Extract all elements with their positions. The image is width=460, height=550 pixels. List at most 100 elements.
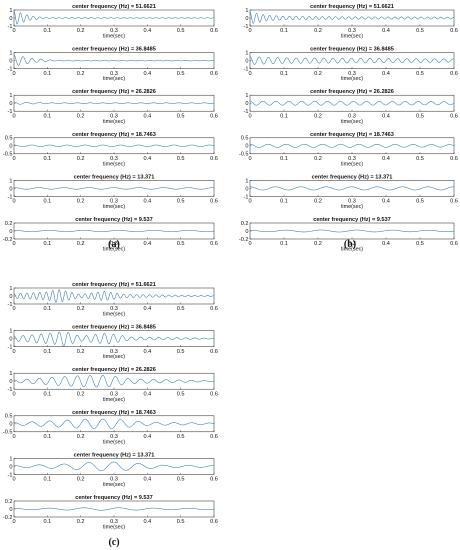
subplot-title: center frequency (Hz) = 9.537: [75, 495, 153, 501]
x-tick-label: 0.1: [43, 113, 51, 119]
x-axis-label: time(sec): [103, 76, 125, 82]
x-axis-label: time(sec): [103, 204, 125, 210]
x-tick-label: 0: [12, 241, 15, 247]
axes-box: [249, 137, 455, 155]
x-tick-label: 0.4: [382, 28, 390, 34]
x-tick-label: 0.6: [210, 349, 218, 355]
subplot-4: center frequency (Hz) = 18.74630.50-0.50…: [3, 410, 218, 446]
y-tick-label: 1: [9, 456, 12, 462]
x-tick-label: 0.4: [382, 71, 390, 77]
x-tick-label: 0.2: [314, 28, 322, 34]
x-tick-label: 0.6: [210, 306, 218, 312]
axes-box: [249, 52, 455, 69]
y-tick-label: -1: [8, 302, 13, 308]
x-tick-label: 0: [248, 199, 251, 205]
signal-line: [13, 418, 215, 429]
y-tick-label: 0: [9, 464, 12, 470]
x-tick-label: 0.3: [110, 71, 118, 77]
axes-box: [13, 137, 215, 155]
x-tick-label: 0.5: [177, 519, 185, 525]
x-tick-label: 0.2: [314, 156, 322, 162]
x-tick-label: 0.2: [77, 113, 85, 119]
x-tick-label: 0.4: [143, 349, 151, 355]
x-tick-label: 0.4: [143, 156, 151, 162]
y-tick-label: -1: [8, 67, 13, 73]
y-tick-label: 1: [9, 286, 12, 292]
x-tick-label: 0.3: [348, 156, 356, 162]
x-axis-label: time(sec): [341, 34, 363, 40]
x-tick-label: 0.6: [210, 71, 218, 77]
y-tick-label: -1: [8, 472, 13, 478]
subplot-title: center frequency (Hz) = 18.7463: [72, 132, 156, 138]
x-tick-label: 0.5: [416, 28, 424, 34]
x-tick-label: 0.6: [210, 391, 218, 397]
x-tick-label: 0.1: [43, 306, 51, 312]
axes-box: [249, 222, 455, 240]
axes-box: [13, 222, 215, 240]
y-tick-label: -1: [8, 194, 13, 200]
x-tick-label: 0.5: [177, 199, 185, 205]
y-tick-label: 0: [245, 229, 248, 235]
signal-line: [13, 101, 215, 105]
y-tick-label: -1: [8, 24, 13, 30]
subplot-title: center frequency (Hz) = 13.371: [74, 174, 155, 180]
x-tick-label: 0.2: [314, 241, 322, 247]
x-axis-label: time(sec): [103, 525, 125, 531]
y-tick-label: 1: [245, 51, 248, 57]
x-tick-label: 0.4: [143, 241, 151, 247]
y-tick-label: -1: [244, 194, 249, 200]
x-tick-label: 0.6: [210, 241, 218, 247]
x-tick-label: 0.2: [77, 477, 85, 483]
panel-label-a: (a): [108, 239, 120, 250]
x-axis-label: time(sec): [103, 482, 125, 488]
x-tick-label: 0.5: [416, 71, 424, 77]
y-tick-label: 0: [245, 16, 248, 22]
y-tick-label: 0: [9, 337, 12, 343]
signal-line: [14, 187, 215, 190]
x-tick-label: 0.1: [43, 434, 51, 440]
signal-line: [249, 56, 455, 65]
subplot-4: center frequency (Hz) = 18.74630.50-0.50…: [239, 132, 458, 168]
x-tick-label: 0.6: [450, 241, 458, 247]
y-tick-label: 0: [245, 186, 248, 192]
x-tick-label: 0.3: [110, 391, 118, 397]
x-tick-label: 0.1: [280, 156, 288, 162]
x-tick-label: 0.6: [450, 28, 458, 34]
x-tick-label: 0.2: [77, 156, 85, 162]
x-tick-label: 0.2: [77, 434, 85, 440]
signal-line: [249, 11, 455, 24]
x-tick-label: 0.6: [450, 156, 458, 162]
x-axis-label: time(sec): [341, 247, 363, 253]
y-tick-label: 1: [9, 8, 12, 14]
y-tick-label: -0.2: [3, 515, 13, 521]
axes-box: [13, 415, 215, 433]
y-tick-label: 0.5: [5, 414, 13, 420]
x-axis-label: time(sec): [103, 397, 125, 403]
x-tick-label: 0.1: [43, 241, 51, 247]
x-tick-label: 0.2: [314, 199, 322, 205]
x-tick-label: 0: [248, 28, 251, 34]
x-tick-label: 0.3: [110, 519, 118, 525]
x-tick-label: 0.6: [450, 113, 458, 119]
x-tick-label: 0.3: [348, 28, 356, 34]
panel-c: center frequency (Hz) = 51.6621 1 0 -1 0 0.1 0…: [3, 282, 218, 531]
x-tick-label: 0.5: [177, 71, 185, 77]
subplot-title: center frequency (Hz) = 51.6621: [72, 282, 156, 288]
signal-line: [249, 186, 455, 191]
y-tick-label: 1: [245, 8, 248, 14]
x-tick-label: 0.2: [77, 241, 85, 247]
x-tick-label: 0.3: [110, 28, 118, 34]
signal-line: [13, 331, 215, 347]
axes-box: [13, 500, 215, 518]
x-tick-label: 0: [12, 156, 15, 162]
x-tick-label: 0.3: [110, 156, 118, 162]
signal-line: [13, 144, 215, 147]
subplot-title: center frequency (Hz) = 36.8485: [72, 325, 156, 331]
signal-line: [14, 507, 215, 511]
